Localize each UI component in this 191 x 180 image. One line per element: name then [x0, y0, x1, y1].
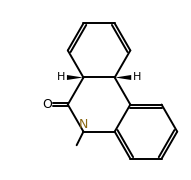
Text: H: H — [57, 73, 66, 82]
Polygon shape — [67, 75, 83, 80]
Text: H: H — [133, 73, 141, 82]
Polygon shape — [115, 75, 131, 80]
Text: O: O — [42, 98, 52, 111]
Text: N: N — [79, 118, 88, 131]
